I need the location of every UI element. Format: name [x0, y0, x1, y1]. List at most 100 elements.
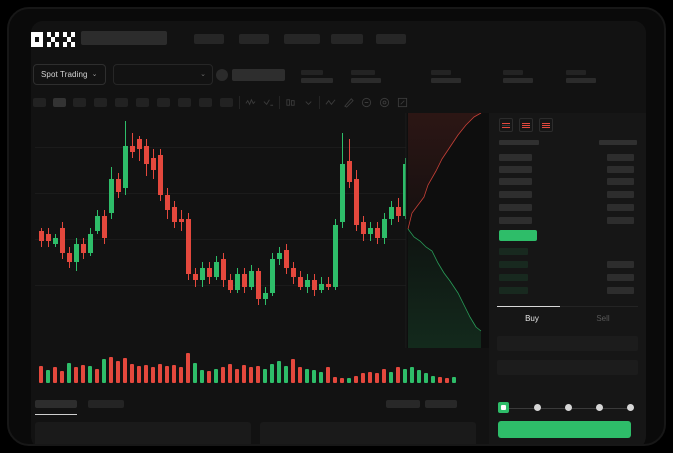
- submit-order-button[interactable]: [498, 421, 631, 438]
- fullscreen-icon[interactable]: [397, 97, 408, 108]
- tab-buy[interactable]: Buy: [497, 309, 567, 327]
- candlestick: [109, 113, 114, 313]
- orderbook-ask-row[interactable]: [499, 178, 532, 185]
- price-chart-pane[interactable]: [31, 113, 489, 393]
- timeframe-2[interactable]: [53, 98, 66, 107]
- candle-body: [249, 271, 254, 287]
- volume-bar: [319, 372, 323, 383]
- drawing-tools-icon[interactable]: [343, 97, 354, 108]
- order-price-field[interactable]: [497, 336, 638, 351]
- volume-bar: [256, 366, 260, 383]
- orderbook-mode-asks[interactable]: [539, 118, 553, 132]
- nav-search-box[interactable]: [81, 31, 167, 45]
- volume-bar: [39, 366, 43, 383]
- orderbook-ask-row[interactable]: [499, 191, 532, 198]
- orderbook-bid-row[interactable]: [499, 274, 528, 281]
- stat-label: [566, 70, 586, 75]
- candlestick: [368, 113, 373, 313]
- alert-icon[interactable]: [361, 97, 372, 108]
- orderbook-mode-row: [542, 126, 550, 128]
- bottom-action-2[interactable]: [425, 400, 457, 408]
- settings-icon[interactable]: [379, 97, 390, 108]
- orderbook-mode-both[interactable]: [499, 118, 513, 132]
- orderbook-ask-row[interactable]: [499, 217, 532, 224]
- spot-trading-dropdown[interactable]: Spot Trading ⌄: [33, 64, 106, 85]
- candlestick: [193, 113, 198, 313]
- orderbook-ask-row[interactable]: [499, 166, 532, 173]
- volume-bar: [347, 378, 351, 383]
- orderbook-bid-row[interactable]: [499, 248, 528, 255]
- bottom-action-1[interactable]: [386, 400, 420, 408]
- device-bezel: Spot Trading ⌄ ⌄: [7, 7, 666, 446]
- orders-bottom-bar: [31, 393, 489, 444]
- trading-pair-select[interactable]: ⌄: [113, 64, 213, 85]
- orderbook-ask-row[interactable]: [499, 154, 532, 161]
- volume-bar: [389, 372, 393, 383]
- volume-bar: [277, 361, 281, 383]
- stat-value: [566, 78, 596, 83]
- compare-icon[interactable]: [263, 97, 274, 108]
- buy-tab-active-indicator: [497, 306, 560, 307]
- candlestick: [144, 113, 149, 313]
- sidebar-item-markets[interactable]: [194, 34, 224, 44]
- timeframe-1[interactable]: [33, 98, 46, 107]
- timeframe-3[interactable]: [73, 98, 86, 107]
- timeframe-7[interactable]: [157, 98, 170, 107]
- candlestick: [228, 113, 233, 313]
- sidebar-item-trade[interactable]: [239, 34, 269, 44]
- sidebar-item-wallet[interactable]: [331, 34, 363, 44]
- chart-type-icon[interactable]: [285, 97, 296, 108]
- candle-body: [109, 179, 114, 213]
- amount-step-50[interactable]: [565, 404, 572, 411]
- bottom-tab-order-history[interactable]: [88, 400, 124, 408]
- top-navigation-bar: [31, 21, 646, 57]
- candle-body: [347, 160, 352, 183]
- orderbook-mode-row: [522, 126, 530, 128]
- candle-body: [165, 194, 170, 210]
- chevron-down-icon: ⌄: [200, 71, 206, 78]
- chevron-down-icon[interactable]: [303, 97, 314, 108]
- orderbook-mode-row: [542, 124, 550, 126]
- orderbook-bid-row[interactable]: [499, 261, 528, 268]
- volume-bar: [410, 367, 414, 383]
- orderbook-col-amount: [599, 140, 637, 145]
- timeframe-9[interactable]: [199, 98, 212, 107]
- candle-body: [137, 139, 142, 149]
- timeframe-4[interactable]: [94, 98, 107, 107]
- timeframe-6[interactable]: [136, 98, 149, 107]
- orderbook-mode-bids[interactable]: [519, 118, 533, 132]
- volume-bar: [74, 367, 78, 383]
- line-chart-icon[interactable]: [325, 97, 336, 108]
- tab-sell[interactable]: Sell: [568, 309, 638, 327]
- amount-step-25[interactable]: [534, 404, 541, 411]
- bottom-tab-open-orders[interactable]: [35, 400, 77, 408]
- sidebar-item-more[interactable]: [376, 34, 406, 44]
- indicator-icon[interactable]: [245, 97, 256, 108]
- candlestick: [172, 113, 177, 313]
- candle-body: [235, 274, 240, 290]
- volume-bar: [417, 369, 421, 383]
- stat-value: [431, 78, 461, 83]
- chart-gridline: [35, 239, 485, 240]
- orderbook-ask-row[interactable]: [499, 204, 532, 211]
- sidebar-item-earn[interactable]: [284, 34, 320, 44]
- order-amount-field[interactable]: [497, 360, 638, 375]
- volume-bar: [207, 371, 211, 383]
- candle-wick: [328, 277, 329, 290]
- timeframe-10[interactable]: [220, 98, 233, 107]
- orderbook-mode-row: [502, 124, 510, 126]
- orderbook-bid-row[interactable]: [499, 287, 528, 294]
- candle-body: [102, 216, 107, 238]
- volume-bar: [242, 365, 246, 383]
- timeframe-8[interactable]: [178, 98, 191, 107]
- amount-step-75[interactable]: [596, 404, 603, 411]
- timeframe-5[interactable]: [115, 98, 128, 107]
- candle-body: [242, 274, 247, 287]
- amount-step-100[interactable]: [627, 404, 634, 411]
- volume-bar: [67, 362, 71, 383]
- candle-body: [368, 228, 373, 235]
- amount-step-0[interactable]: [498, 402, 509, 413]
- orderbook-mode-row: [522, 122, 530, 124]
- okx-logo[interactable]: [31, 32, 75, 47]
- candlestick: [81, 113, 86, 313]
